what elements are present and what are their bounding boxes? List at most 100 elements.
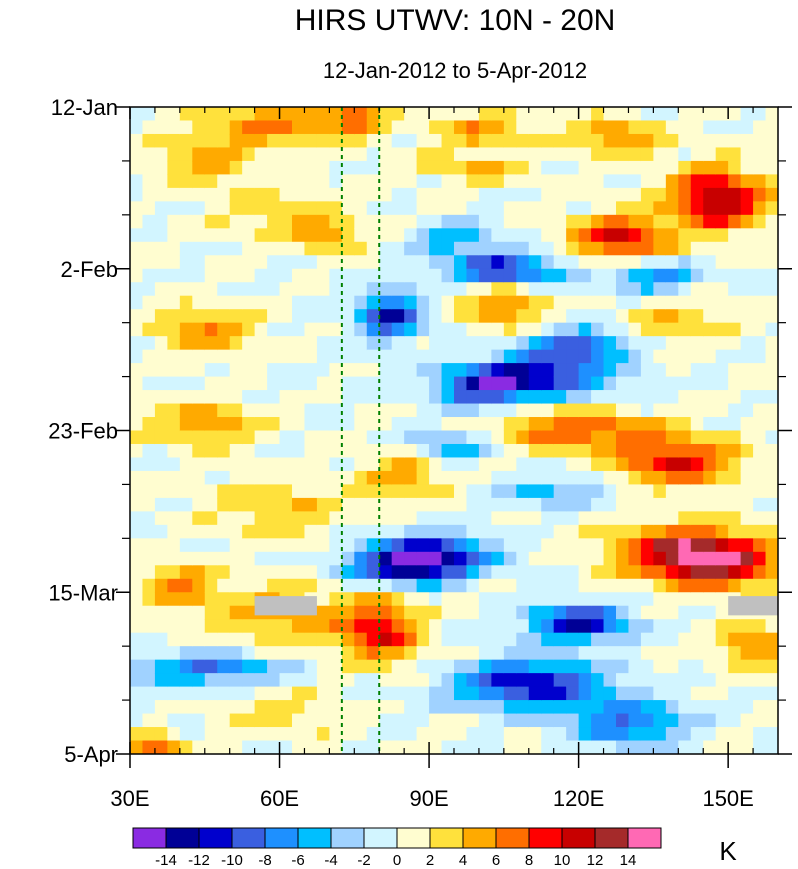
field-cell: [154, 214, 168, 229]
field-cell: [341, 241, 355, 256]
field-cell: [292, 497, 306, 512]
field-cell: [478, 268, 492, 283]
field-cell: [192, 268, 206, 283]
field-cell: [678, 727, 692, 742]
field-cell: [728, 390, 742, 405]
field-cell: [690, 147, 704, 162]
field-cell: [516, 160, 530, 175]
field-cell: [653, 349, 667, 364]
field-cell: [566, 336, 580, 351]
field-cell: [292, 700, 306, 715]
field-cell: [603, 727, 617, 742]
field-cell: [366, 241, 380, 256]
field-cell: [354, 538, 368, 553]
field-cell: [329, 430, 343, 445]
colorbar-swatch: [594, 827, 629, 849]
field-cell: [491, 403, 505, 418]
field-cell: [329, 605, 343, 620]
field-cell: [541, 174, 555, 189]
field-cell: [416, 592, 430, 607]
field-cell: [429, 255, 443, 270]
field-cell: [441, 295, 455, 310]
field-cell: [267, 376, 281, 391]
field-cell: [628, 187, 642, 202]
field-cell: [391, 268, 405, 283]
field-cell: [566, 632, 580, 647]
field-cell: [229, 107, 243, 122]
field-cell: [466, 700, 480, 715]
field-cell: [154, 282, 168, 297]
field-cell: [429, 511, 443, 526]
field-cell: [304, 133, 318, 149]
field-cell: [167, 241, 181, 256]
field-cell: [366, 282, 380, 297]
colorbar-swatch: [198, 827, 233, 849]
field-cell: [354, 282, 368, 297]
field-cell: [503, 659, 517, 674]
field-cell: [678, 349, 692, 364]
field-cell: [130, 363, 144, 378]
field-cell: [242, 174, 256, 189]
field-cell: [503, 673, 517, 688]
field-cell: [429, 605, 443, 620]
field-cell: [242, 578, 256, 593]
field-cell: [541, 363, 555, 378]
field-cell: [728, 484, 742, 499]
field-cell: [541, 605, 555, 620]
field-cell: [728, 632, 742, 647]
field-cell: [366, 349, 380, 364]
field-cell: [591, 686, 605, 701]
field-cell: [416, 228, 430, 243]
field-cell: [192, 484, 206, 499]
field-cell: [541, 538, 555, 553]
field-cell: [379, 187, 393, 202]
field-cell: [478, 659, 492, 674]
field-cell: [179, 713, 193, 728]
field-cell: [379, 605, 393, 620]
field-cell: [416, 511, 430, 526]
field-cell: [154, 700, 168, 715]
field-cell: [267, 201, 281, 216]
field-cell: [130, 147, 144, 162]
field-cell: [242, 565, 256, 580]
field-cell: [192, 255, 206, 270]
field-cell: [404, 228, 418, 243]
y-axis: 12-Jan 2-Feb 23-Feb 15-Mar 5-Apr: [48, 95, 792, 767]
field-cell: [541, 336, 555, 351]
field-cell: [292, 160, 306, 175]
field-cell: [703, 376, 717, 391]
field-cell: [242, 632, 256, 647]
field-cell: [678, 201, 692, 216]
field-cell: [167, 551, 181, 566]
field-cell: [603, 619, 617, 634]
field-cell: [528, 282, 542, 297]
field-cell: [715, 430, 729, 445]
field-cell: [566, 727, 580, 742]
field-cell: [354, 201, 368, 216]
field-cell: [142, 713, 156, 728]
field-cell: [404, 430, 418, 445]
field-cell: [665, 673, 679, 688]
field-cell: [665, 336, 679, 351]
field-cell: [192, 443, 206, 459]
field-cell: [354, 107, 368, 122]
field-cell: [316, 484, 330, 499]
field-cell: [753, 147, 767, 162]
field-cell: [267, 214, 281, 229]
field-cell: [316, 390, 330, 405]
colorbar-swatch: [264, 827, 299, 849]
field-cell: [366, 592, 380, 607]
field-cell: [391, 511, 405, 526]
field-cell: [553, 120, 567, 135]
field-cell: [267, 255, 281, 270]
field-cell: [429, 646, 443, 661]
field-cell: [728, 457, 742, 472]
field-cell: [130, 403, 144, 418]
field-cell: [491, 673, 505, 688]
field-cell: [142, 686, 156, 701]
field-cell: [616, 390, 630, 405]
field-cell: [130, 497, 144, 512]
field-cell: [640, 443, 654, 459]
field-cell: [366, 484, 380, 499]
field-cell: [316, 551, 330, 566]
